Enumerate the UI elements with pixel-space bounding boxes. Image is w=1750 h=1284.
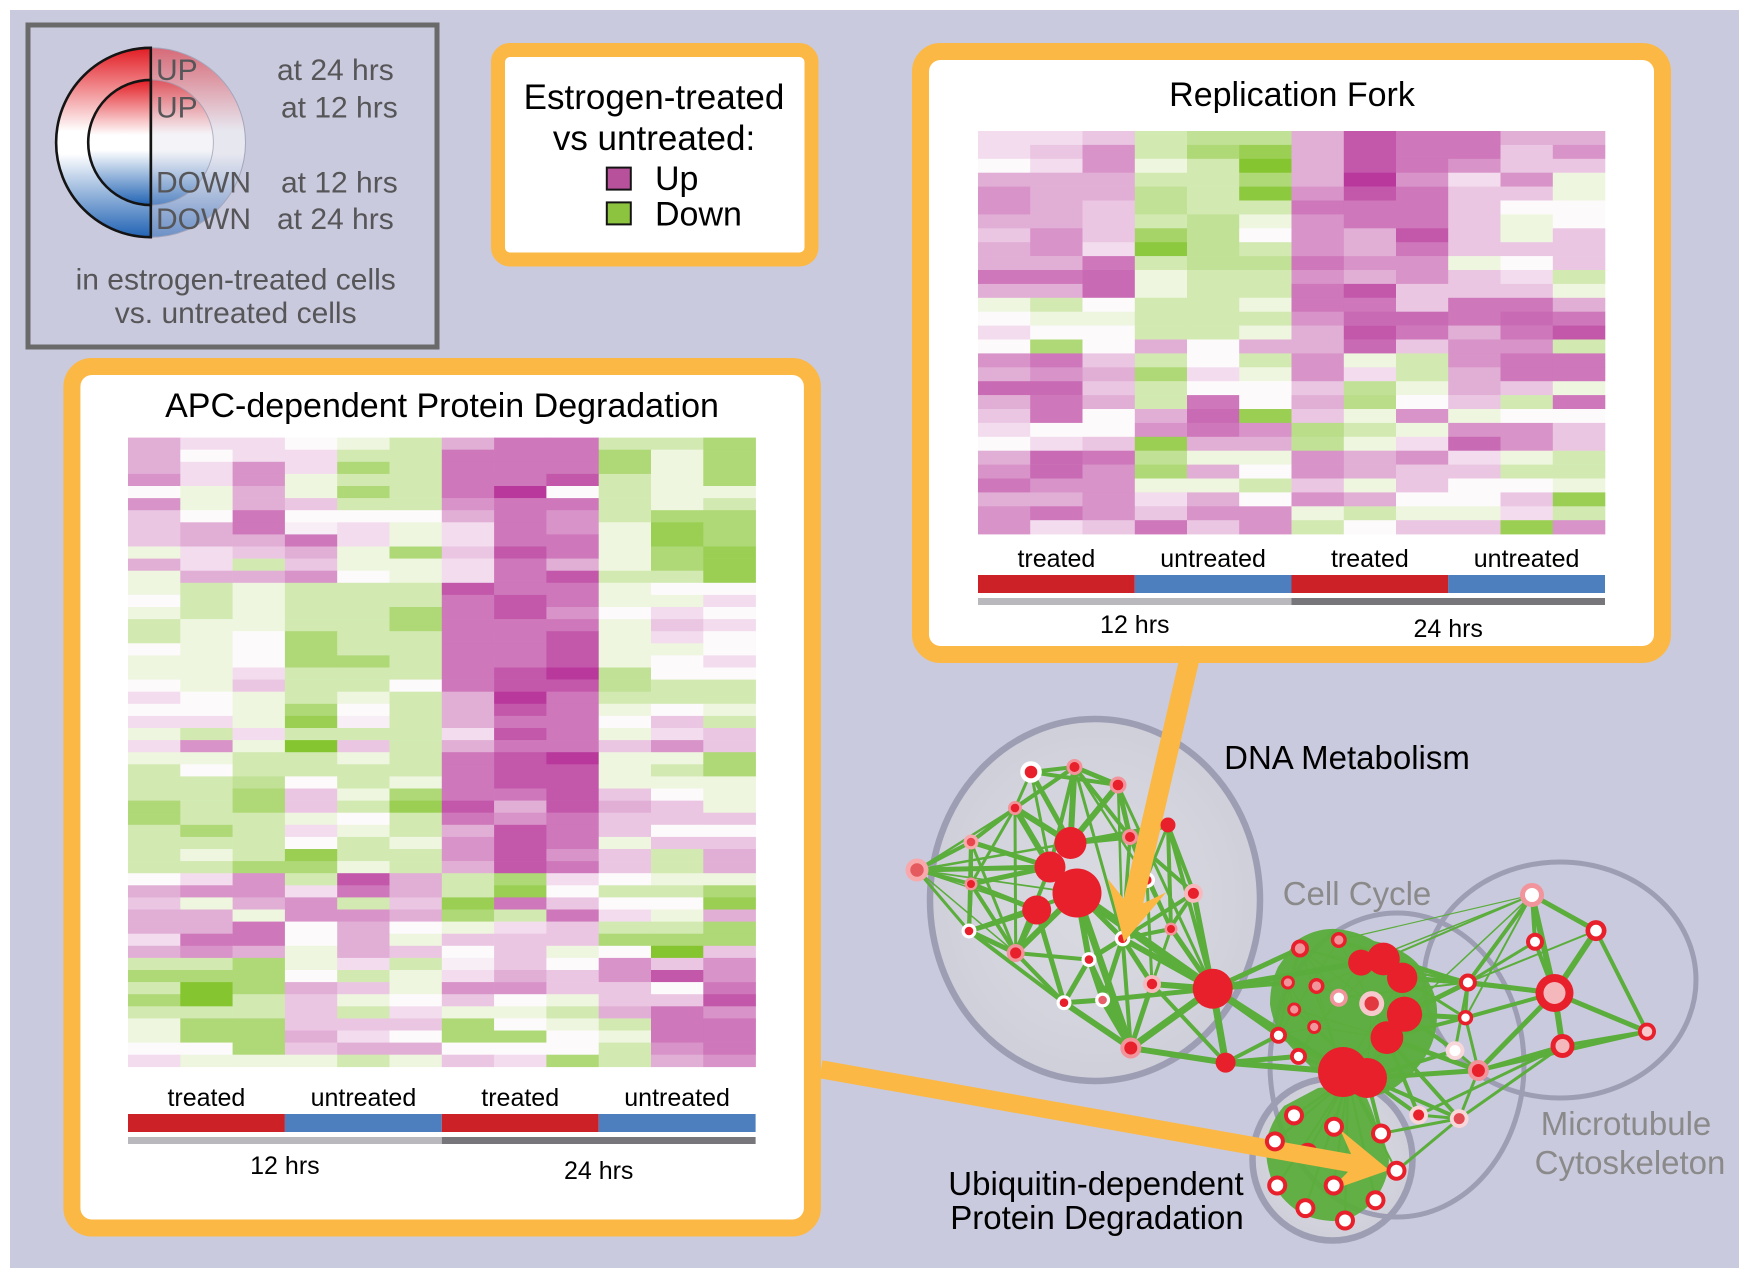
- svg-text:DOWN: DOWN: [156, 167, 251, 200]
- svg-text:12 hrs: 12 hrs: [250, 1152, 319, 1180]
- svg-text:at 12 hrs: at 12 hrs: [281, 167, 398, 200]
- svg-text:untreated: untreated: [311, 1084, 417, 1112]
- svg-text:DOWN: DOWN: [156, 203, 251, 236]
- svg-text:treated: treated: [481, 1084, 559, 1112]
- svg-text:at 12 hrs: at 12 hrs: [281, 92, 398, 125]
- svg-text:Microtubule: Microtubule: [1541, 1105, 1712, 1142]
- svg-text:untreated: untreated: [624, 1084, 730, 1112]
- svg-text:untreated: untreated: [1474, 545, 1580, 573]
- svg-text:24 hrs: 24 hrs: [1413, 615, 1482, 643]
- svg-text:APC-dependent Protein Degradat: APC-dependent Protein Degradation: [165, 387, 719, 425]
- svg-text:treated: treated: [1331, 545, 1409, 573]
- svg-text:vs. untreated cells: vs. untreated cells: [115, 297, 357, 330]
- svg-text:vs untreated:: vs untreated:: [553, 119, 755, 158]
- svg-text:UP: UP: [156, 54, 198, 87]
- svg-text:12 hrs: 12 hrs: [1100, 611, 1169, 639]
- svg-text:Up: Up: [655, 160, 698, 198]
- svg-text:UP: UP: [156, 92, 198, 125]
- svg-text:Cytoskeleton: Cytoskeleton: [1535, 1144, 1726, 1181]
- svg-text:in estrogen-treated cells: in estrogen-treated cells: [76, 264, 396, 297]
- svg-text:Estrogen-treated: Estrogen-treated: [524, 78, 785, 117]
- svg-text:treated: treated: [167, 1084, 245, 1112]
- svg-text:treated: treated: [1017, 545, 1095, 573]
- svg-text:Protein Degradation: Protein Degradation: [950, 1199, 1244, 1236]
- svg-text:24 hrs: 24 hrs: [564, 1157, 633, 1185]
- svg-text:untreated: untreated: [1160, 545, 1266, 573]
- svg-text:at 24 hrs: at 24 hrs: [277, 54, 394, 87]
- svg-text:at 24 hrs: at 24 hrs: [277, 203, 394, 236]
- svg-text:Down: Down: [655, 196, 742, 234]
- svg-text:Cell Cycle: Cell Cycle: [1283, 875, 1432, 912]
- svg-text:Replication Fork: Replication Fork: [1169, 76, 1416, 114]
- svg-text:DNA Metabolism: DNA Metabolism: [1224, 739, 1470, 776]
- svg-text:Ubiquitin-dependent: Ubiquitin-dependent: [948, 1165, 1243, 1202]
